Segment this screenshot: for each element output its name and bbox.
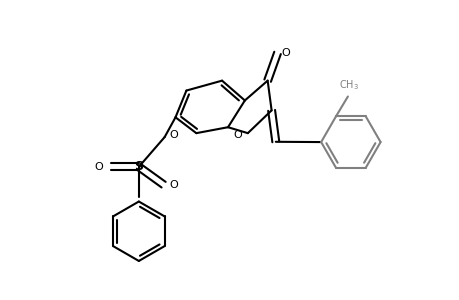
Text: S: S (134, 160, 143, 173)
Text: O: O (169, 130, 178, 140)
Text: O: O (169, 180, 178, 190)
Text: CH$_3$: CH$_3$ (338, 78, 358, 92)
Text: O: O (94, 162, 103, 172)
Text: O: O (281, 48, 290, 58)
Text: O: O (233, 130, 241, 140)
